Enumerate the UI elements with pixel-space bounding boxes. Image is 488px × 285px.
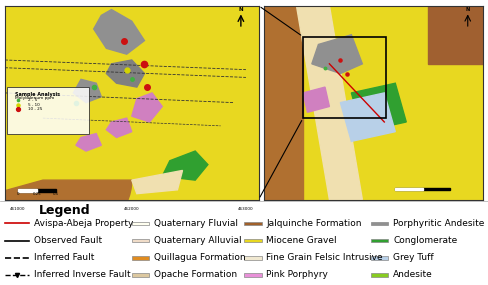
Text: 461000: 461000 (10, 207, 25, 211)
FancyBboxPatch shape (7, 87, 89, 134)
Polygon shape (162, 151, 208, 180)
Bar (18, 190, 56, 192)
FancyBboxPatch shape (244, 239, 262, 243)
Text: 0: 0 (16, 192, 19, 196)
Text: 2 - 5: 2 - 5 (28, 98, 37, 102)
Polygon shape (351, 83, 406, 132)
Text: Inferred Inverse Fault: Inferred Inverse Fault (34, 270, 131, 279)
Text: Inferred Fault: Inferred Fault (34, 253, 95, 262)
FancyBboxPatch shape (132, 221, 149, 225)
Text: Quillagua Formation: Quillagua Formation (154, 253, 246, 262)
Bar (428, 6, 483, 64)
Text: Quaternary Alluvial: Quaternary Alluvial (154, 236, 242, 245)
FancyBboxPatch shape (132, 239, 149, 243)
Text: Quaternary Fluvial: Quaternary Fluvial (154, 219, 238, 228)
Text: Sample Analysis: Sample Analysis (15, 92, 60, 97)
Text: Andesite: Andesite (393, 270, 433, 279)
Bar (395, 188, 450, 190)
FancyBboxPatch shape (371, 221, 388, 225)
Text: Observed Fault: Observed Fault (34, 236, 102, 245)
Polygon shape (106, 60, 144, 87)
Polygon shape (132, 170, 183, 194)
Text: Molybdenum ppm: Molybdenum ppm (15, 96, 54, 100)
Bar (264, 6, 303, 199)
FancyBboxPatch shape (371, 239, 388, 243)
Wedge shape (0, 180, 132, 248)
Text: Grey Tuff: Grey Tuff (393, 253, 434, 262)
FancyBboxPatch shape (244, 256, 262, 260)
Text: Miocene Gravel: Miocene Gravel (266, 236, 337, 245)
Polygon shape (73, 79, 102, 103)
Text: Jalquinche Formation: Jalquinche Formation (266, 219, 362, 228)
Bar (395, 188, 423, 190)
FancyBboxPatch shape (371, 273, 388, 277)
FancyBboxPatch shape (371, 256, 388, 260)
FancyBboxPatch shape (244, 273, 262, 277)
Text: 5 - 10: 5 - 10 (28, 103, 40, 107)
Text: N: N (466, 7, 470, 11)
FancyBboxPatch shape (244, 221, 262, 225)
FancyBboxPatch shape (132, 256, 149, 260)
Polygon shape (297, 6, 362, 199)
Bar (18, 190, 37, 192)
Text: Opache Formation: Opache Formation (154, 270, 237, 279)
Polygon shape (76, 134, 102, 151)
Polygon shape (106, 118, 132, 137)
Text: N: N (239, 7, 243, 11)
Text: Legend: Legend (39, 204, 91, 217)
Polygon shape (303, 87, 329, 112)
Bar (303, 37, 386, 118)
Polygon shape (312, 35, 362, 74)
Text: 10 - 25: 10 - 25 (28, 107, 42, 111)
Text: 462000: 462000 (124, 207, 140, 211)
Text: Conglomerate: Conglomerate (393, 236, 458, 245)
Polygon shape (341, 93, 395, 141)
Polygon shape (132, 93, 162, 122)
Text: Porphyritic Andesite: Porphyritic Andesite (393, 219, 485, 228)
Text: 463000: 463000 (238, 207, 254, 211)
Text: Fine Grain Felsic Intrusive: Fine Grain Felsic Intrusive (266, 253, 383, 262)
Polygon shape (94, 10, 144, 54)
Text: 0.5: 0.5 (53, 192, 59, 196)
Text: 0.25: 0.25 (32, 192, 41, 196)
Text: Avispa-Abeja Property: Avispa-Abeja Property (34, 219, 134, 228)
Text: Pink Porphyry: Pink Porphyry (266, 270, 328, 279)
FancyBboxPatch shape (132, 273, 149, 277)
